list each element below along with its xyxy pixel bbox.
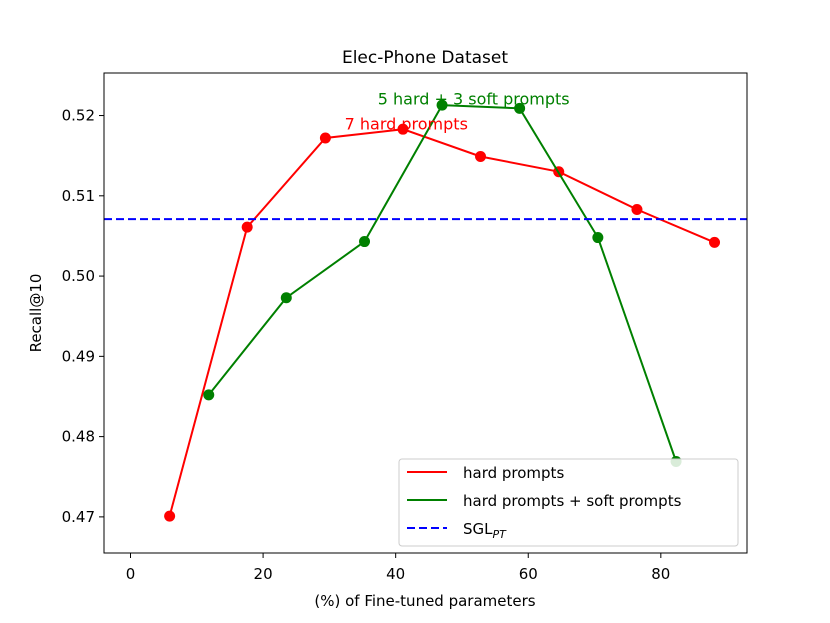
x-tick-label: 20 — [254, 565, 273, 583]
series-0-line — [168, 128, 715, 517]
series-0-point — [397, 123, 409, 135]
y-axis: 0.47 0.48 0.49 0.50 0.51 0.52 — [62, 107, 104, 526]
x-tick-label: 0 — [126, 565, 136, 583]
series-0-point — [709, 236, 721, 248]
x-tick-label: 80 — [651, 565, 670, 583]
series-1-point — [436, 99, 448, 111]
y-tick-label: 0.47 — [62, 508, 95, 526]
series-1-point — [359, 236, 371, 248]
y-tick-label: 0.48 — [62, 428, 95, 446]
series-0-point — [241, 221, 253, 233]
series-0-point — [164, 510, 176, 522]
legend-label-0: hard prompts — [463, 464, 564, 482]
y-tick-label: 0.51 — [62, 187, 95, 205]
y-axis-label: Recall@10 — [27, 274, 45, 353]
x-tick-label: 40 — [386, 565, 405, 583]
annotation-label: 7 hard prompts — [345, 115, 468, 134]
legend-label-1: hard prompts + soft prompts — [463, 492, 682, 510]
legend-box — [398, 458, 739, 547]
series-1-point — [592, 232, 604, 244]
y-tick-label: 0.50 — [62, 267, 95, 285]
annotation-label: 5 hard + 3 soft prompts — [378, 90, 570, 109]
legend-label-subscript: PT — [493, 528, 508, 541]
plot-area — [104, 99, 747, 522]
y-tick-label: 0.52 — [62, 107, 95, 125]
chart-title: Elec-Phone Dataset — [342, 48, 508, 68]
series-0-point — [631, 203, 643, 215]
axes-frame — [103, 72, 748, 554]
x-axis-label: (%) of Fine-tuned parameters — [314, 592, 535, 610]
x-tick-label: 60 — [519, 565, 538, 583]
y-tick-label: 0.49 — [62, 347, 95, 365]
series-1-line — [207, 104, 678, 462]
x-axis: 0 20 40 60 80 — [126, 553, 670, 583]
series-1-point — [514, 102, 526, 114]
series-1-point — [203, 389, 215, 401]
series-0-point — [319, 132, 331, 144]
series-0-point — [475, 150, 487, 162]
annotations: 5 hard + 3 soft prompts 7 hard prompts — [345, 90, 570, 134]
series-1-point — [280, 292, 292, 304]
